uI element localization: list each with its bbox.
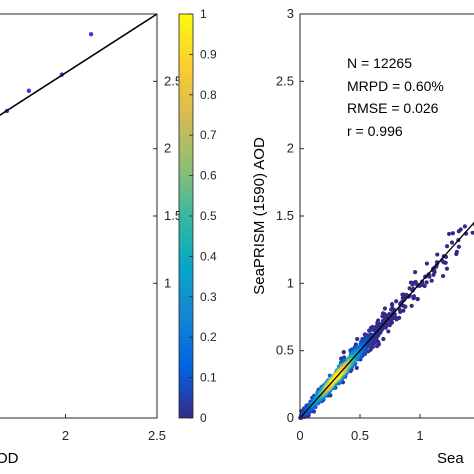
right-y-tick-label: 1.5 — [276, 208, 294, 223]
right-data-point — [456, 244, 461, 249]
colorbar-tick-label: 0.9 — [200, 47, 217, 61]
right-data-point — [449, 240, 455, 245]
left-scatter-points — [4, 32, 94, 114]
left-axes-frame — [0, 13, 158, 419]
right-data-point — [444, 266, 450, 271]
right-data-point — [435, 252, 440, 257]
right-data-point — [470, 230, 474, 235]
colorbar-tick-label: 0.8 — [200, 88, 217, 102]
left-x-tick-label: 2.5 — [148, 428, 166, 443]
right-panel: 00.511.522.53 0 0.5 1 Sea SeaPRISM (1590) … — [251, 6, 474, 467]
colorbar-tick-label: 0.1 — [200, 371, 217, 385]
right-data-point — [341, 350, 346, 355]
right-y-tick-label: 2.5 — [276, 73, 294, 88]
right-data-point — [462, 224, 467, 229]
right-y-tick-label: 2 — [287, 141, 294, 156]
right-data-point — [370, 327, 375, 332]
right-data-point — [380, 314, 385, 319]
right-data-point — [415, 296, 420, 302]
right-data-point — [386, 329, 391, 334]
colorbar-tick-label: 0.5 — [200, 209, 217, 223]
left-x-axis-label: OD — [0, 450, 19, 467]
right-data-point — [400, 292, 405, 297]
right-data-point — [341, 358, 346, 363]
right-data-point — [429, 278, 434, 283]
right-x-tick-label: 0 — [296, 428, 303, 443]
right-data-point — [354, 365, 359, 370]
right-data-point — [389, 307, 394, 312]
right-data-point — [446, 231, 452, 237]
colorbar-tick-label: 0.2 — [200, 330, 217, 344]
left-x-tick-label: 2 — [62, 428, 69, 443]
right-data-point — [456, 229, 461, 234]
right-y-tick-label: 0.5 — [276, 343, 294, 358]
right-data-point — [450, 231, 456, 236]
right-data-point — [401, 308, 406, 313]
right-data-point — [355, 336, 360, 342]
right-data-point — [410, 282, 415, 287]
right-y-tick-label: 0 — [287, 410, 294, 425]
right-y-axis-label: SeaPRISM (1590) AOD — [251, 137, 268, 295]
right-data-point — [409, 303, 414, 308]
colorbar-tick-label: 0.7 — [200, 128, 217, 142]
right-data-point — [431, 272, 436, 277]
right-y-ticks: 0 0.5 1 1.5 2 2.5 3 — [276, 6, 304, 425]
right-y-tick-label: 3 — [287, 6, 294, 21]
stat-rmse: RMSE = 0.026 — [347, 100, 439, 116]
right-data-point — [411, 296, 416, 301]
right-data-point — [382, 306, 387, 311]
right-data-point — [400, 296, 405, 301]
colorbar-tick-label: 1 — [200, 7, 207, 21]
left-fit-line — [0, 13, 158, 117]
left-y-tick-label: 1.5 — [164, 208, 182, 223]
right-data-point — [440, 273, 446, 279]
colorbar-ticks: 1 0.9 0.8 0.7 0.6 0.5 0.4 0.3 0.2 0.1 0 — [189, 7, 217, 425]
right-axes-frame — [299, 13, 474, 419]
right-x-axis-label: Sea — [437, 450, 464, 467]
right-data-point — [454, 251, 459, 257]
right-data-point — [424, 261, 429, 266]
right-data-point — [424, 280, 429, 285]
right-data-point — [444, 244, 450, 249]
right-x-tick-label: 0.5 — [351, 428, 369, 443]
left-data-point — [88, 32, 94, 37]
right-data-point — [407, 286, 412, 291]
right-scatter-points — [298, 223, 474, 421]
right-x-tick-label: 1 — [416, 428, 423, 443]
left-panel: 11.522.5 2 2.5 OD — [0, 13, 182, 467]
colorbar-tick-label: 0.6 — [200, 169, 217, 183]
left-data-point — [26, 88, 32, 93]
colorbar-tick-label: 0 — [200, 411, 207, 425]
colorbar: 1 0.9 0.8 0.7 0.6 0.5 0.4 0.3 0.2 0.1 0 — [178, 7, 217, 425]
left-y-tick-label: 1 — [164, 275, 171, 290]
stat-r: r = 0.996 — [347, 123, 403, 139]
stat-mrpd: MRPD = 0.60% — [347, 78, 444, 94]
left-y-ticks: 1 1.5 2 2.5 — [153, 73, 182, 290]
right-data-point — [413, 270, 418, 275]
left-y-tick-label: 2.5 — [164, 73, 182, 88]
left-x-ticks: 2 2.5 — [62, 414, 166, 443]
colorbar-tick-label: 0.3 — [200, 290, 217, 304]
right-data-point — [390, 302, 395, 308]
right-data-point — [381, 336, 386, 342]
right-data-point — [394, 299, 399, 304]
right-y-tick-label: 1 — [287, 275, 294, 290]
left-y-tick-label: 2 — [164, 141, 171, 156]
right-x-ticks: 0 0.5 1 — [296, 414, 424, 443]
colorbar-tick-label: 0.4 — [200, 249, 217, 263]
right-fit-line — [299, 221, 474, 419]
stats-box: N = 12265 MRPD = 0.60% RMSE = 0.026 r = … — [347, 55, 444, 139]
stat-n: N = 12265 — [347, 55, 412, 71]
